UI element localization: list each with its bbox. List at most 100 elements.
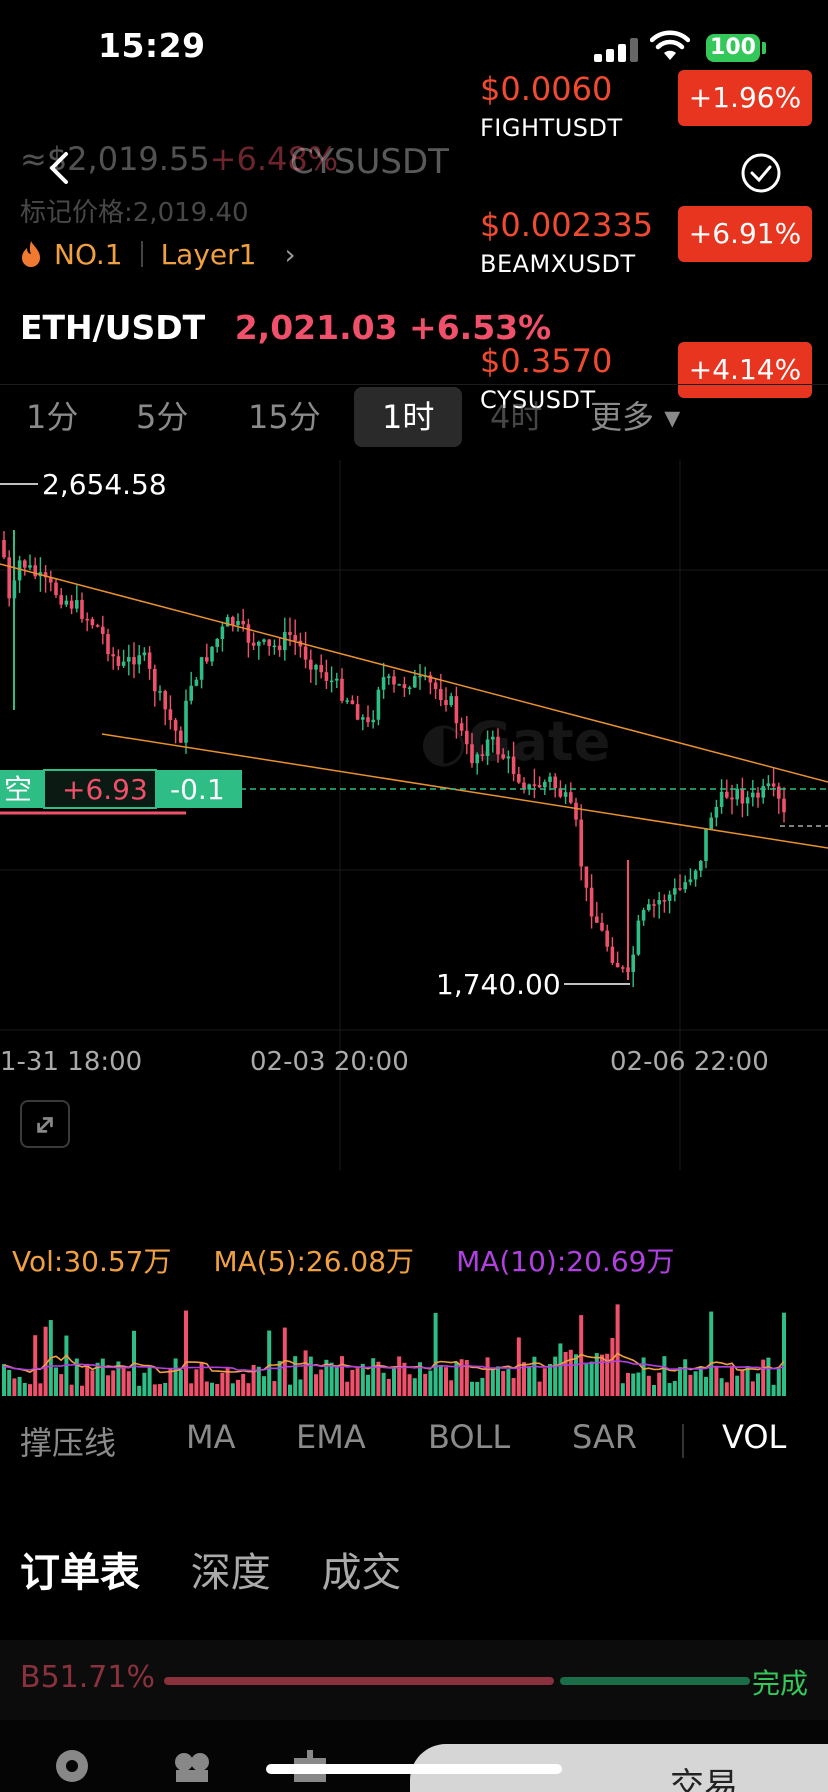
candle-body	[589, 887, 594, 917]
tab-depth[interactable]: 深度	[190, 1550, 271, 1596]
mark-price-label: 标记价格:2,019.40	[20, 198, 249, 228]
candle-body	[288, 632, 292, 635]
ticker-price: $0.0060	[480, 70, 613, 108]
candle-body	[309, 659, 313, 670]
candle-body	[433, 682, 438, 690]
candle-body	[387, 676, 391, 678]
candle-body	[283, 632, 287, 651]
volume-bar	[256, 1366, 261, 1396]
volume-bar	[147, 1366, 152, 1396]
check-circle-icon[interactable]	[740, 152, 782, 194]
volume-bar	[7, 1369, 12, 1396]
timeframe-4h[interactable]: 4时	[490, 398, 543, 436]
timeframe-1h[interactable]: 1时	[354, 387, 463, 447]
volume-bar	[594, 1353, 599, 1396]
volume-bar	[496, 1366, 500, 1396]
candle-body	[449, 696, 453, 706]
tab-order-book[interactable]: 订单表	[20, 1550, 140, 1596]
candle-body	[371, 719, 375, 723]
volume-bar	[730, 1365, 734, 1396]
battery-indicator: 100	[706, 34, 760, 62]
volume-bar	[386, 1378, 391, 1396]
candle-body	[205, 657, 209, 662]
ticker-price: $0.002335	[480, 206, 654, 244]
divider	[140, 241, 143, 267]
fire-icon	[22, 241, 40, 267]
candle-body	[569, 792, 573, 803]
price-chart[interactable]: ◐Gate 2,654.58 1,740.00 空 +6.93 -0.1 1-31 18:0…	[0, 460, 828, 1170]
indicator-ema[interactable]: EMA	[296, 1418, 366, 1456]
x-tick-label: 1-31 18:00	[0, 1047, 142, 1077]
timeframe-more[interactable]: 更多 ▾	[590, 398, 681, 436]
candle-body	[257, 641, 261, 646]
volume-bar	[199, 1362, 204, 1396]
ghost-pair-name: CYSUSDT	[290, 142, 449, 182]
ticker-cysusdt[interactable]: $0.3570 CYSUSDT +4.14%	[480, 342, 820, 442]
volume-bar	[662, 1356, 667, 1396]
candle-body	[621, 967, 625, 969]
volume-bar	[584, 1362, 589, 1396]
volume-bar	[74, 1358, 79, 1396]
bot-icon[interactable]	[50, 1740, 94, 1784]
volume-bar	[2, 1364, 6, 1396]
gift-icon[interactable]	[288, 1740, 332, 1784]
indicator-vol[interactable]: VOL	[722, 1418, 787, 1456]
volume-bar	[745, 1366, 750, 1396]
copy-trade-icon[interactable]	[170, 1740, 214, 1784]
volume-bar	[470, 1381, 474, 1396]
indicator-boll[interactable]: BOLL	[428, 1418, 511, 1456]
done-button[interactable]: 完成	[752, 1667, 809, 1700]
timeframe-15m[interactable]: 15分	[248, 398, 321, 436]
indicator-support-resistance[interactable]: 撑压线	[20, 1424, 117, 1462]
vol-value: Vol:30.57万	[12, 1245, 172, 1278]
volume-bar	[636, 1372, 641, 1396]
candle-body	[314, 664, 318, 670]
status-bar: 15:29 100	[0, 0, 828, 100]
candle-body	[730, 797, 734, 800]
candle-body	[439, 689, 443, 701]
volume-bar	[464, 1360, 469, 1396]
volume-bar	[59, 1374, 64, 1396]
volume-bar	[563, 1351, 568, 1396]
candle-body	[116, 656, 121, 666]
volume-bar	[516, 1337, 521, 1396]
candle-body	[719, 791, 724, 807]
timeframe-5m[interactable]: 5分	[136, 398, 189, 436]
tab-trades[interactable]: 成交	[321, 1550, 402, 1596]
volume-bar	[579, 1315, 584, 1396]
volume-bar	[402, 1362, 407, 1396]
indicator-sar[interactable]: SAR	[572, 1418, 638, 1456]
candle-body	[163, 691, 167, 710]
ticker-fightusdt[interactable]: $0.0060 FIGHTUSDT +1.96%	[480, 70, 820, 170]
candle-body	[693, 870, 698, 880]
volume-bar	[178, 1370, 183, 1396]
candle-body	[28, 565, 32, 568]
candle-body	[699, 861, 703, 871]
timeframe-1m[interactable]: 1分	[26, 398, 79, 436]
indicator-ma[interactable]: MA	[186, 1418, 236, 1456]
volume-bar	[672, 1380, 677, 1396]
candle-body	[127, 657, 131, 662]
ticker-change-badge: +4.14%	[678, 342, 812, 398]
volume-bar	[334, 1365, 339, 1396]
volume-legend: Vol:30.57万 MA(5):26.08万 MA(10):20.69万	[12, 1240, 674, 1280]
buy-ratio: B51.71%	[20, 1660, 155, 1695]
candle-body	[631, 954, 635, 973]
candle-body	[90, 619, 95, 626]
candle-body	[491, 736, 495, 740]
candle-body	[782, 798, 786, 813]
volume-bar	[158, 1384, 162, 1396]
back-icon[interactable]	[40, 148, 80, 188]
divider	[682, 1424, 684, 1458]
candle-body	[173, 720, 178, 731]
bottom-nav: 交易	[0, 1720, 828, 1792]
candle-body	[345, 700, 349, 702]
candle-body	[251, 642, 256, 646]
rank-row[interactable]: NO.1 Layer1 ›	[18, 234, 296, 274]
expand-icon[interactable]	[20, 1100, 70, 1148]
volume-bar	[657, 1372, 662, 1396]
trendline-upper	[0, 563, 828, 783]
candle-body	[121, 661, 126, 666]
ticker-beamxusdt[interactable]: $0.002335 BEAMXUSDT +6.91%	[480, 206, 820, 306]
